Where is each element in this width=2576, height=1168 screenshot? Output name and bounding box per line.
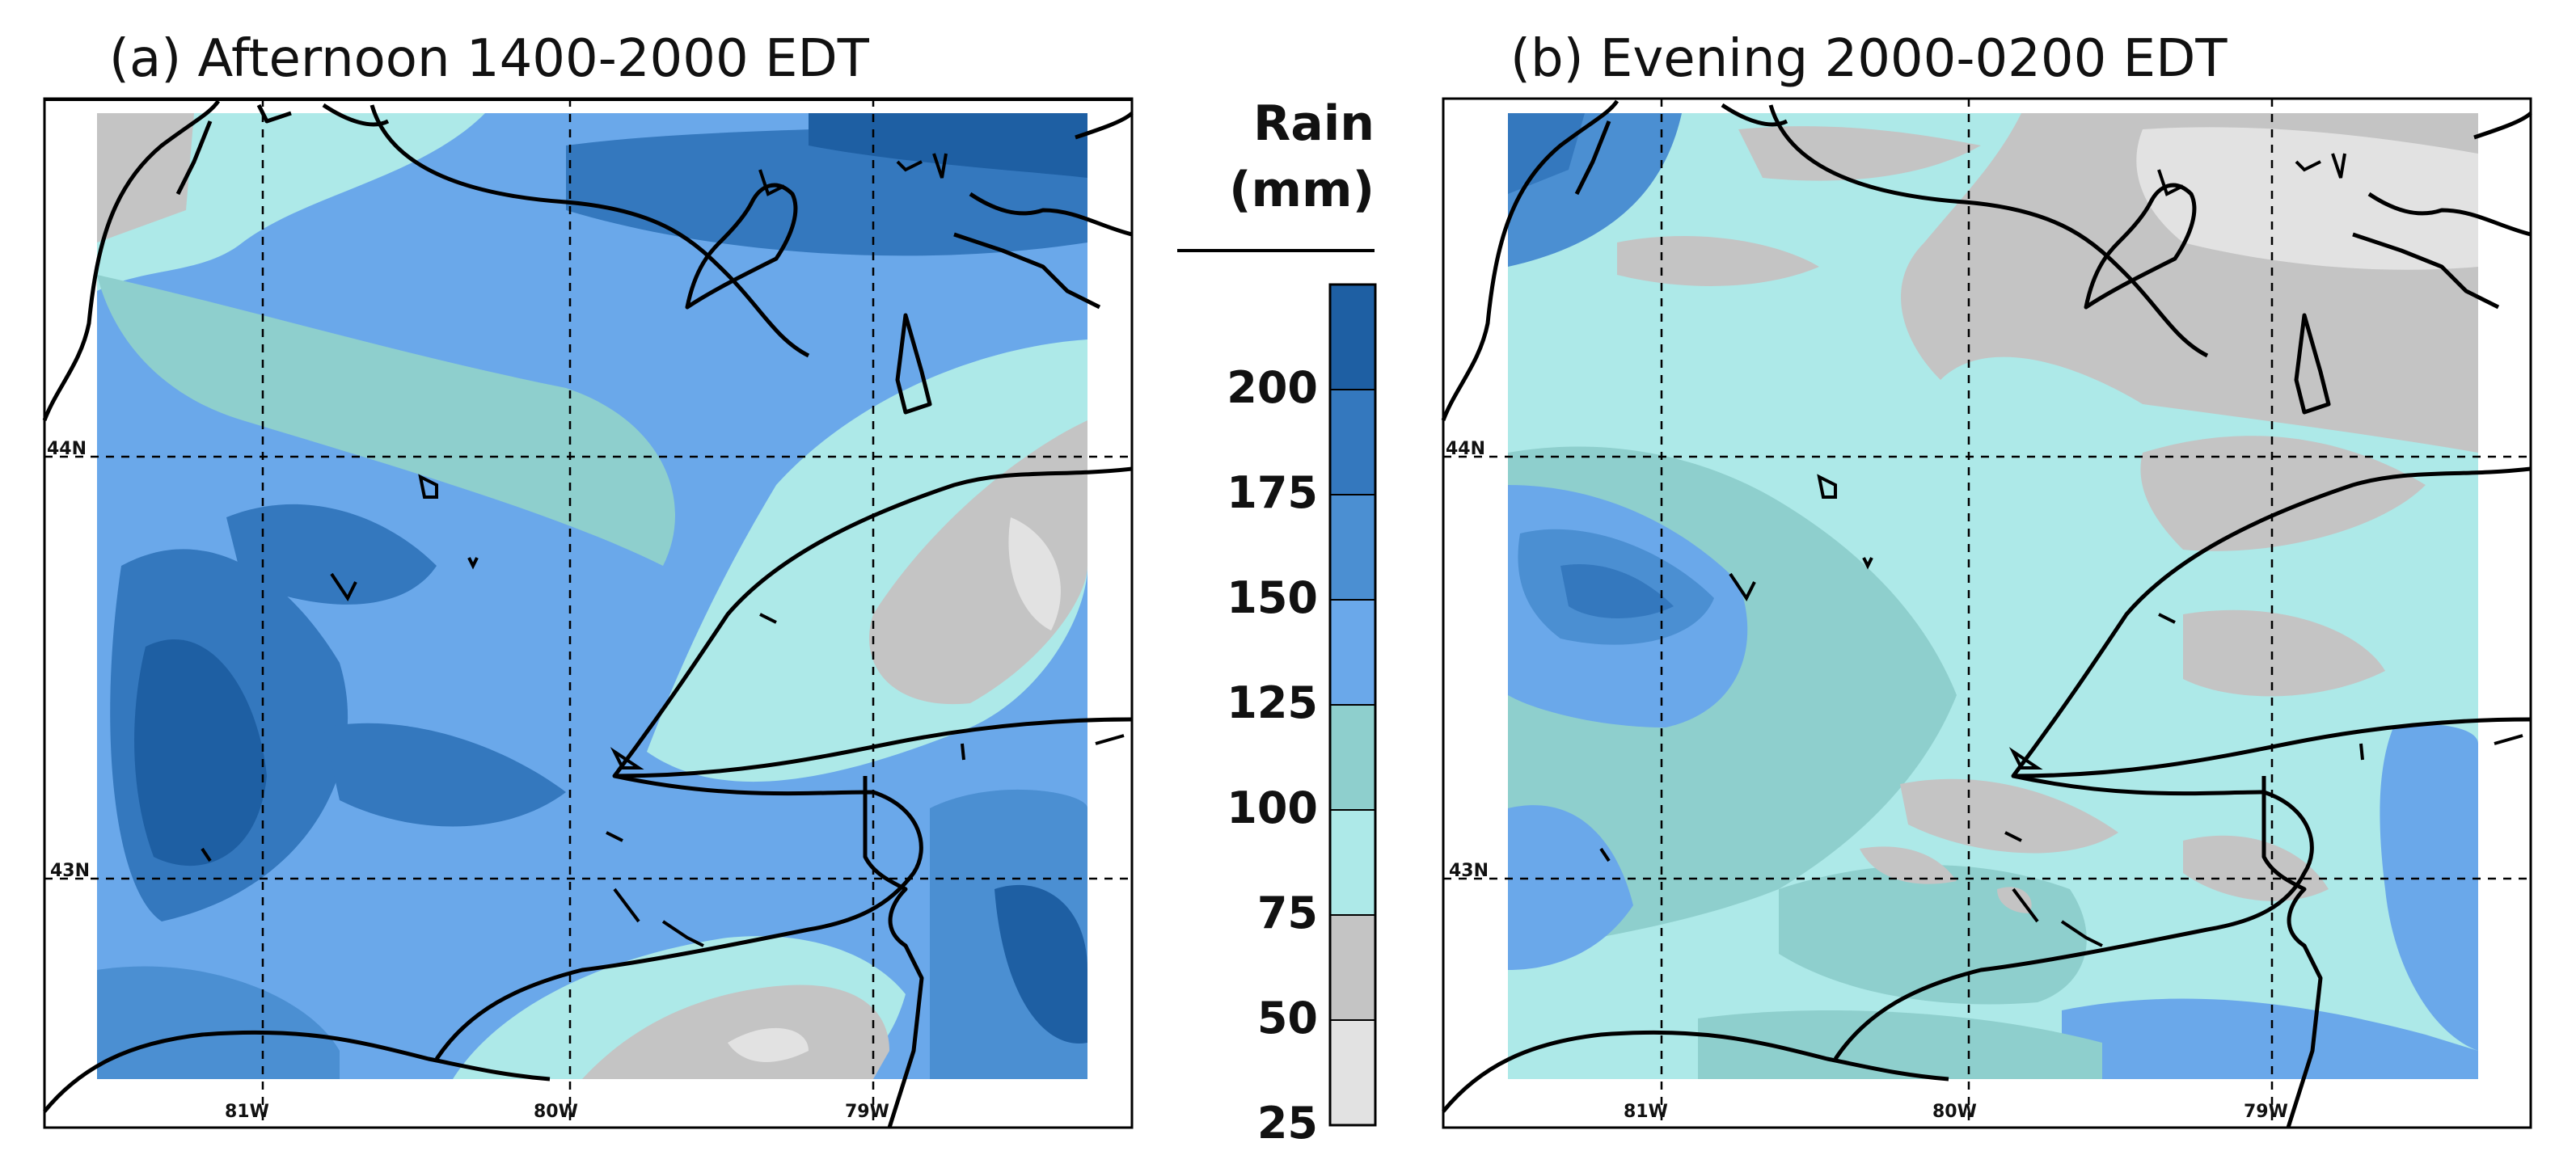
legend-title-rain: Rain bbox=[1253, 95, 1375, 152]
legend-tick-label: 175 bbox=[1227, 467, 1318, 518]
panel-b-lat-43n: 43N bbox=[1449, 861, 1489, 881]
legend-tick-label: 75 bbox=[1256, 888, 1318, 938]
panel-a-title: (a) Afternoon 1400-2000 EDT bbox=[109, 29, 869, 89]
panel-b-lon-79w: 79W bbox=[2244, 1102, 2288, 1122]
panel-a-lat-44n: 44N bbox=[47, 439, 87, 459]
panel-a-map: 44N 43N 81W 80W 79W bbox=[42, 97, 1134, 1129]
legend-swatch-4 bbox=[1329, 704, 1376, 811]
legend-swatch-6 bbox=[1329, 914, 1376, 1021]
legend-tick-label: 50 bbox=[1256, 993, 1318, 1044]
legend-swatch-1 bbox=[1329, 389, 1376, 495]
color-legend bbox=[1176, 98, 1388, 1128]
panel-a-lon-80w: 80W bbox=[534, 1102, 578, 1122]
legend-tick-label: 200 bbox=[1227, 362, 1318, 413]
panel-a-lon-81w: 81W bbox=[225, 1102, 269, 1122]
legend-tick-label: 150 bbox=[1227, 572, 1318, 623]
legend-tick-label: 100 bbox=[1227, 782, 1318, 833]
legend-tick-label: 125 bbox=[1227, 677, 1318, 728]
legend-swatch-3 bbox=[1329, 599, 1376, 706]
panel-b-title: (b) Evening 2000-0200 EDT bbox=[1510, 29, 2228, 89]
panel-b-map: 44N 43N 81W 80W 79W bbox=[1441, 97, 2532, 1129]
legend-swatch-0 bbox=[1329, 284, 1376, 390]
legend-title-unit: (mm) bbox=[1229, 162, 1375, 218]
panel-a-lon-79w: 79W bbox=[845, 1102, 889, 1122]
legend-swatch-5 bbox=[1329, 809, 1376, 916]
legend-swatch-7 bbox=[1329, 1019, 1376, 1126]
legend-swatches bbox=[1329, 284, 1376, 1126]
legend-tick-label: 25 bbox=[1256, 1098, 1318, 1149]
panel-b-lon-80w: 80W bbox=[1932, 1102, 1977, 1122]
panel-b-lat-44n: 44N bbox=[1446, 439, 1485, 459]
panel-a-lat-43n: 43N bbox=[50, 861, 90, 881]
panel-b-lon-81w: 81W bbox=[1624, 1102, 1668, 1122]
legend-swatch-2 bbox=[1329, 494, 1376, 601]
